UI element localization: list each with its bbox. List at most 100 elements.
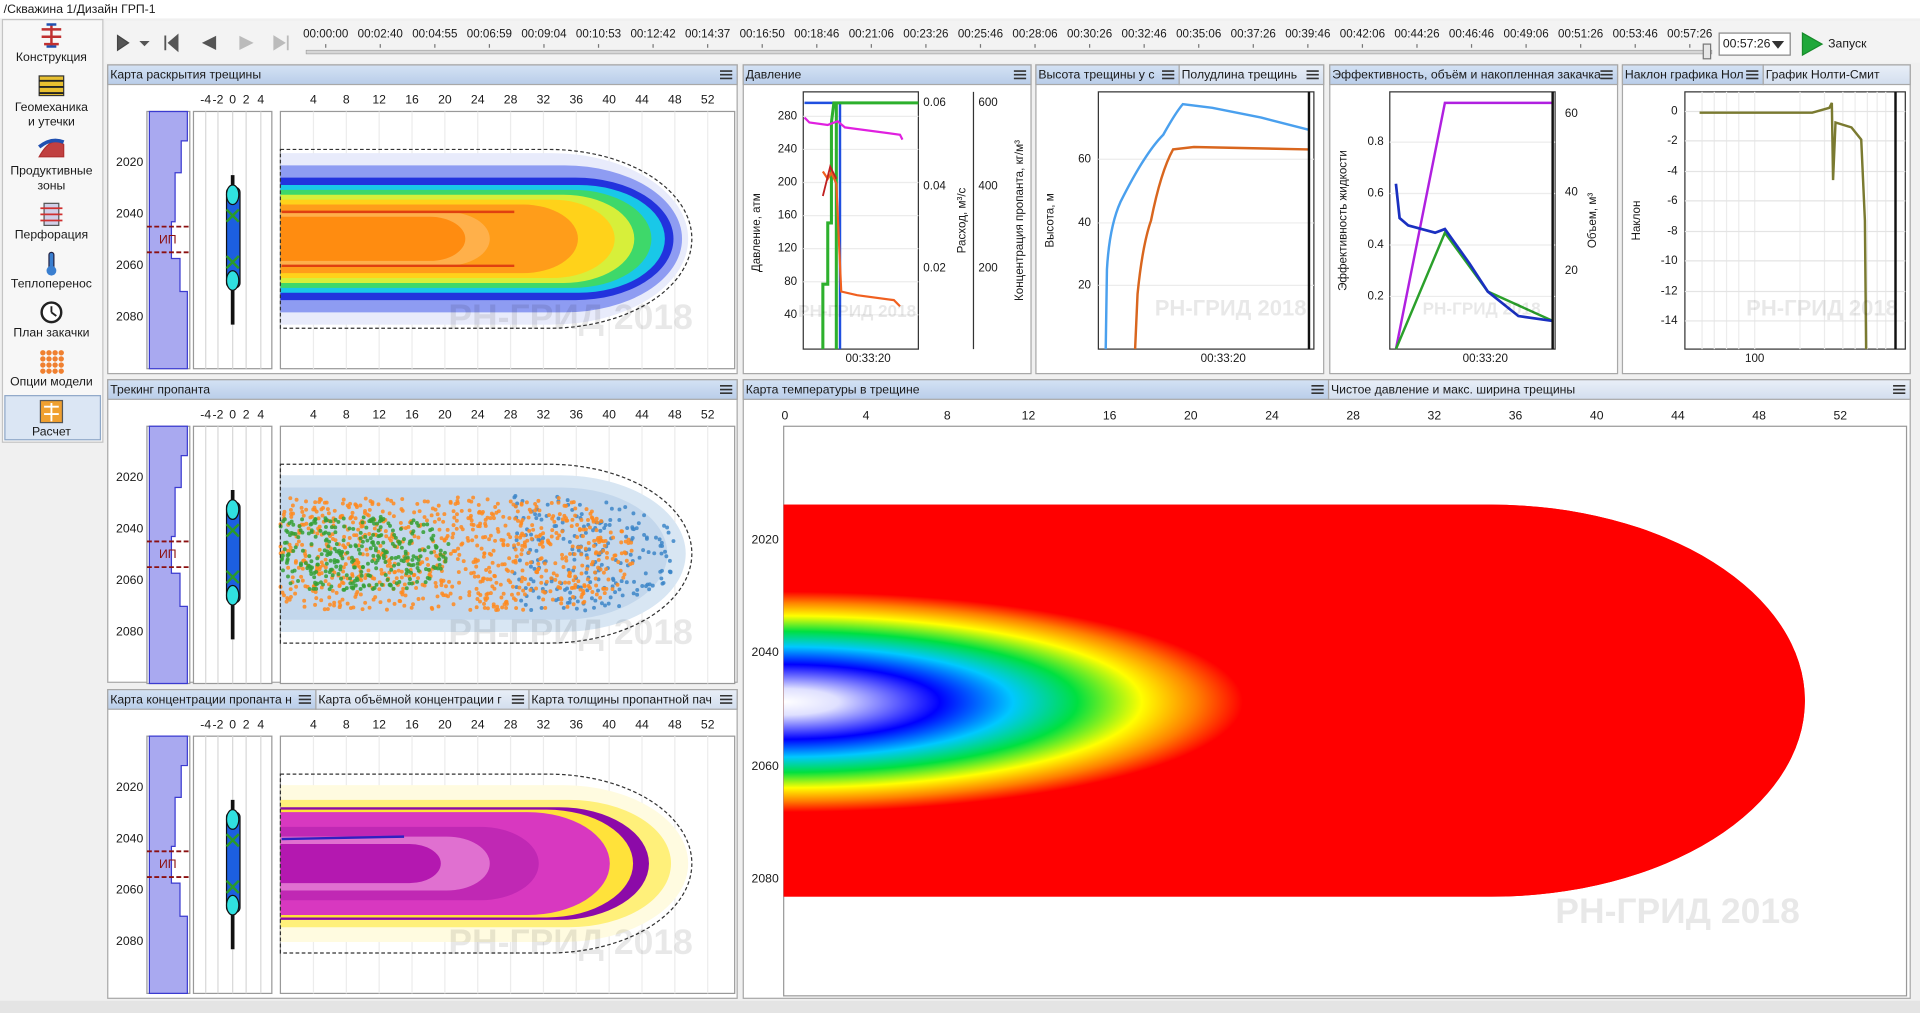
particle [332, 603, 336, 608]
particle [468, 515, 473, 520]
particle [601, 570, 606, 575]
particle [437, 527, 442, 532]
timeline-label: 00:00:00 [303, 27, 349, 40]
panel-tab[interactable] [528, 689, 738, 710]
panel-tab-title[interactable]: Эффективность, объём и накопленная закач… [1332, 68, 1601, 82]
particle [425, 499, 430, 504]
panel-tab-title[interactable]: Высота трещины у с [1038, 68, 1154, 82]
sidebar-item[interactable]: План закачки [13, 325, 89, 339]
panel-tab[interactable] [107, 64, 738, 86]
particle [588, 580, 593, 585]
particle [539, 556, 544, 561]
particle [602, 543, 607, 548]
last-button[interactable] [273, 35, 289, 51]
panel-tab[interactable] [1329, 64, 1619, 86]
sidebar-item[interactable]: зоны [38, 178, 66, 192]
particle [471, 523, 476, 527]
particle [291, 522, 296, 527]
panel-tab-title[interactable]: Давление [746, 68, 802, 82]
panel-tab-title[interactable]: График Нолти-Смит [1766, 68, 1880, 82]
particle [501, 543, 506, 548]
particle [549, 500, 554, 505]
timeline-label: 00:39:46 [1285, 27, 1330, 40]
panel-tab-title[interactable]: Карта концентрации пропанта н [110, 692, 292, 706]
particle [285, 596, 290, 601]
panel-tab-title[interactable]: Чистое давление и макс. ширина трещины [1331, 382, 1575, 396]
particle [603, 523, 608, 527]
timeline-label: 00:21:06 [849, 27, 894, 40]
particle [389, 567, 394, 572]
panel-tab[interactable] [742, 64, 1032, 86]
particle [451, 523, 456, 528]
particle [367, 605, 372, 610]
panel-tab-title[interactable]: Полудлина трещинь [1182, 68, 1297, 82]
sidebar-item[interactable]: Опции модели [10, 374, 93, 388]
particle [412, 510, 417, 515]
particle [436, 604, 441, 609]
timeline-track[interactable] [305, 49, 1713, 55]
play-button[interactable] [116, 34, 130, 52]
particle [412, 572, 417, 577]
particle [530, 523, 535, 528]
particle [385, 577, 390, 582]
particle [502, 562, 507, 567]
watermark: РН-ГРИД 2018 [1155, 296, 1307, 321]
sidebar-item[interactable]: Конструкция [16, 50, 87, 64]
particle [322, 607, 327, 612]
particle [307, 554, 312, 559]
prev-button[interactable] [201, 35, 217, 50]
sidebar-item[interactable]: Продуктивные [10, 164, 92, 178]
run-button[interactable]: Запуск [1828, 36, 1867, 50]
y-tick-label: -10 [1661, 254, 1678, 267]
length-tick-label: 16 [405, 93, 419, 107]
y-tick-label: -4 [1667, 165, 1678, 178]
panel-tab-title[interactable]: Трекинг пропанта [110, 382, 210, 396]
depth-tick-label: 2080 [752, 872, 779, 886]
length-tick-label: 20 [438, 717, 452, 731]
particle [344, 573, 349, 578]
particle [372, 521, 377, 526]
particle [456, 570, 461, 574]
particle [560, 552, 564, 557]
particle [577, 526, 582, 531]
particle [457, 552, 462, 557]
particle [549, 579, 554, 584]
panel-tab-title[interactable]: Наклон графика Нол [1625, 68, 1744, 82]
particle [493, 505, 498, 509]
panel-tab[interactable] [1327, 379, 1911, 400]
time-box[interactable] [1718, 32, 1791, 56]
particle [492, 516, 496, 521]
sidebar-item[interactable]: Теплоперенос [11, 276, 92, 290]
particle [555, 536, 560, 541]
panel-tab[interactable] [1762, 64, 1911, 86]
particle [422, 515, 427, 519]
panel-tab-title[interactable]: Карта объёмной концентрации г [318, 692, 502, 706]
panel-tab-title[interactable]: Карта раскрытия трещины [110, 68, 261, 82]
particle [611, 535, 616, 540]
sidebar-item[interactable]: Геомеханика [15, 100, 88, 114]
icon [39, 79, 64, 95]
particle [414, 585, 419, 590]
particle [617, 587, 622, 592]
particle [659, 540, 664, 545]
panel-tab[interactable] [107, 379, 738, 400]
map-layer [280, 843, 441, 884]
particle [560, 529, 565, 534]
panel-tab[interactable] [1178, 64, 1325, 86]
panel-tab-title[interactable]: Карта толщины пропантной пач [531, 692, 711, 706]
particle [286, 574, 290, 579]
panel-tab-title[interactable]: Карта температуры в трещине [746, 382, 920, 396]
particle [402, 537, 406, 542]
particle [434, 545, 439, 550]
particle [640, 584, 645, 588]
sidebar-item[interactable]: и утечки [28, 115, 75, 129]
particle [288, 545, 293, 550]
first-button[interactable] [164, 33, 179, 53]
sidebar-item[interactable]: Перфорация [15, 227, 88, 241]
particle [467, 590, 472, 595]
particle [563, 587, 567, 592]
particle [366, 513, 371, 518]
timeline-thumb[interactable] [1702, 43, 1712, 60]
next-button[interactable] [239, 35, 254, 50]
sidebar-item[interactable]: Расчет [32, 425, 71, 439]
